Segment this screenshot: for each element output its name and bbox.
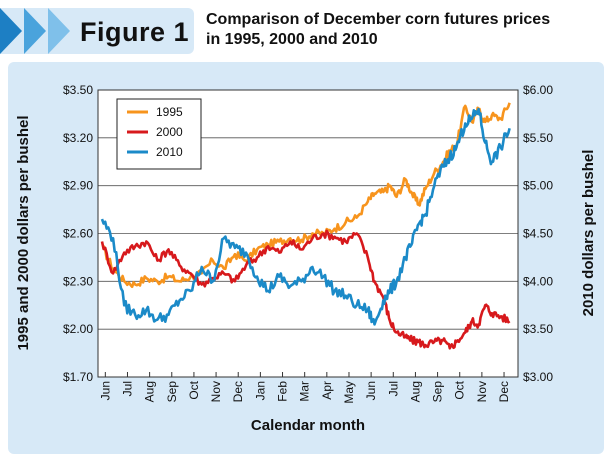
chevron-arrow-icon <box>48 8 70 54</box>
chart-title: Comparison of December corn futures pric… <box>206 10 596 50</box>
x-tick-label: Jun <box>98 381 112 400</box>
x-tick-label: May <box>342 381 356 404</box>
x-tick-label: Dec <box>231 381 245 402</box>
legend-label-1995: 1995 <box>156 105 183 119</box>
y-tick-label: $2.00 <box>63 322 93 336</box>
chevron-arrow-icon <box>24 8 46 54</box>
series-line-2010 <box>100 107 511 326</box>
legend: 1995 2000 2010 <box>116 98 202 170</box>
y-tick-label: $3.20 <box>63 131 93 145</box>
series-lines <box>97 89 519 378</box>
x-tick-label: Feb <box>276 381 290 402</box>
y-tick-label: $2.60 <box>63 227 93 241</box>
y2-tick-label: $6.00 <box>523 83 553 97</box>
y-axis-title-right: 2010 dollars per bushel <box>580 150 597 317</box>
x-tick-label: Apr <box>320 381 334 400</box>
x-tick-label: Sep <box>165 381 179 403</box>
legend-label-2000: 2000 <box>156 125 183 139</box>
y-tick-label: $3.50 <box>63 83 93 97</box>
y2-tick-label: $4.00 <box>523 274 553 288</box>
x-tick-label: Jul <box>120 381 134 396</box>
x-axis-ticks: Jun Jul Aug Sep Oct Nov Dec Jan Feb Mar Apr May Jun J… <box>98 372 511 404</box>
y2-tick-label: $4.50 <box>523 227 553 241</box>
chevron-arrow-icon <box>0 8 22 54</box>
x-tick-label: Dec <box>497 381 511 402</box>
y-tick-label: $1.70 <box>63 370 93 384</box>
y-axis-title-left: 1995 and 2000 dollars per bushel <box>15 115 32 350</box>
figure-banner: Figure 1 <box>0 8 194 54</box>
x-axis-title: Calendar month <box>251 417 365 434</box>
chart-title-line-2: in 1995, 2000 and 2010 <box>206 31 378 48</box>
y2-tick-label: $5.50 <box>523 131 553 145</box>
series-line-2000 <box>100 229 511 350</box>
y2-tick-label: $3.00 <box>523 370 553 384</box>
y-tick-label: $2.90 <box>63 179 93 193</box>
x-tick-label: Aug <box>143 381 157 402</box>
left-axis-ticks: $3.50 $3.20 $2.90 $2.60 $2.30 $2.00 $1.70 <box>63 83 93 384</box>
figure-label: Figure 1 <box>80 17 190 47</box>
chart-title-line-1: Comparison of December corn futures pric… <box>206 11 551 28</box>
x-tick-label: Mar <box>298 381 312 402</box>
x-tick-label: Jun <box>364 381 378 400</box>
x-tick-label: Nov <box>209 381 223 402</box>
legend-label-2010: 2010 <box>156 145 183 159</box>
plot-frame <box>97 89 519 378</box>
x-tick-label: Oct <box>453 380 467 399</box>
x-tick-label: Nov <box>475 381 489 402</box>
y2-tick-label: $5.00 <box>523 179 553 193</box>
y2-tick-label: $3.50 <box>523 322 553 336</box>
right-axis-ticks: $6.00 $5.50 $5.00 $4.50 $4.00 $3.50 $3.00 <box>523 83 553 384</box>
x-tick-label: Sep <box>431 381 445 403</box>
x-tick-label: Jan <box>253 381 267 400</box>
x-tick-label: Oct <box>187 380 201 399</box>
y-tick-label: $2.30 <box>63 274 93 288</box>
x-tick-label: Jul <box>386 381 400 396</box>
x-tick-label: Aug <box>408 381 422 402</box>
